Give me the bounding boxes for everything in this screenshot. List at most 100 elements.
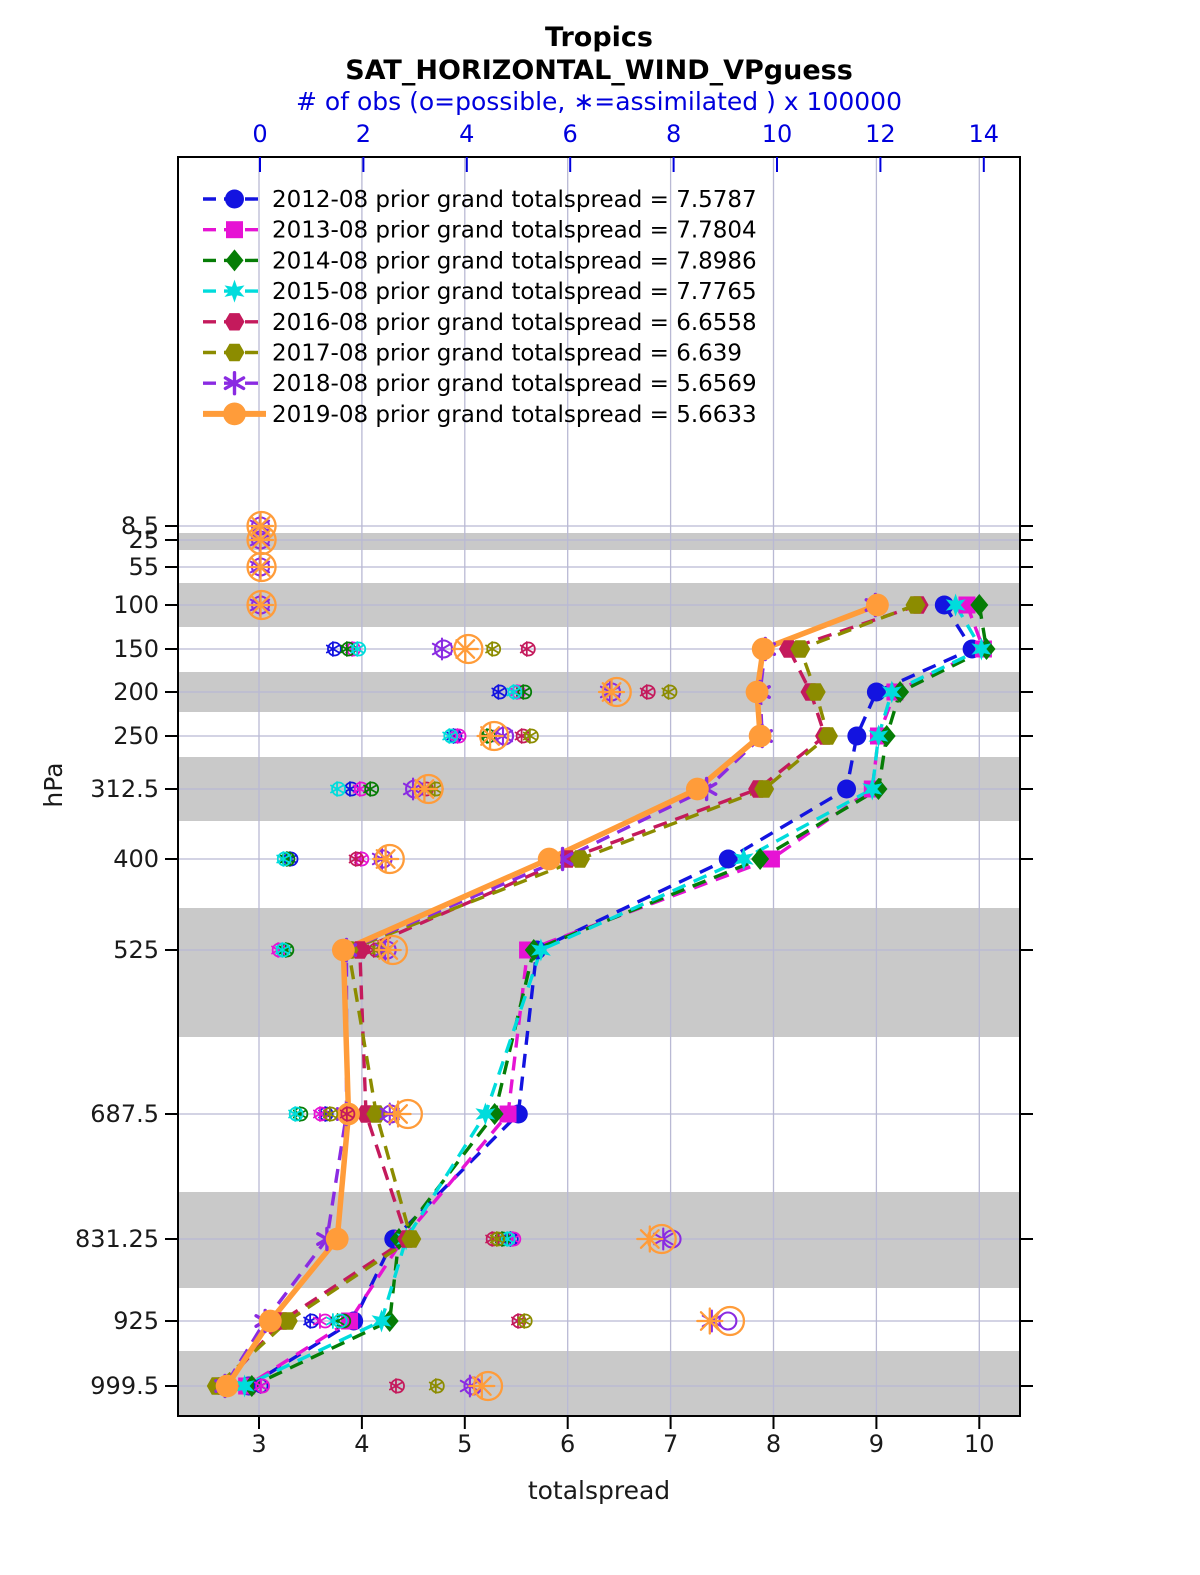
obs-assimilated-marker — [451, 635, 479, 663]
legend-entry-2013-08: 2013-08 prior grand totalspread = 7.7804 — [203, 218, 757, 244]
bottom-tick-label: 10 — [964, 1430, 995, 1458]
bottom-tick-label: 4 — [354, 1430, 369, 1458]
obs-assimilated-marker — [246, 553, 275, 581]
asterisk-spoke — [389, 1381, 403, 1391]
obs-assimilated-marker — [322, 1106, 337, 1122]
obs-possible-marker — [340, 1106, 356, 1122]
asterisk-spoke — [325, 644, 340, 654]
obs-possible-marker — [275, 942, 291, 958]
asterisk-spoke — [363, 784, 378, 794]
data-point-marker — [685, 777, 709, 801]
obs-assimilated-marker — [352, 781, 367, 797]
obs-assimilated-marker — [489, 1231, 504, 1247]
legend-label: 2019-08 prior grand totalspread = 5.6633 — [272, 402, 757, 428]
asterisk-spoke — [442, 731, 457, 741]
data-point-marker — [277, 1312, 298, 1330]
obs-assimilated-marker — [246, 526, 275, 554]
asterisk-spoke — [471, 1376, 492, 1396]
highlight-band — [178, 533, 1020, 550]
asterisk-spoke — [378, 940, 399, 960]
data-point-marker — [499, 1105, 517, 1123]
obs-assimilated-marker — [636, 1225, 664, 1253]
obs-assimilated-marker — [371, 845, 400, 873]
asterisk-spoke — [322, 1109, 337, 1119]
data-point-marker — [226, 221, 243, 239]
data-point-marker — [325, 1227, 349, 1251]
top-tick-label: 10 — [762, 120, 793, 148]
obs-possible-marker — [351, 641, 367, 657]
left-tick-label: 250 — [113, 722, 159, 750]
obs-possible-marker — [288, 1106, 304, 1122]
top-tick-label: 12 — [865, 120, 896, 148]
obs-assimilated-marker — [389, 1378, 403, 1394]
data-point-marker — [380, 1310, 399, 1332]
series-markers-2019-08 — [215, 593, 889, 1398]
obs-assimilated-marker — [313, 1313, 327, 1329]
obs-assimilated-marker — [254, 1378, 268, 1394]
obs-possible-marker — [485, 1231, 501, 1247]
left-tick-label: 525 — [113, 936, 159, 964]
asterisk-spoke — [339, 644, 354, 654]
legend-label: 2017-08 prior grand totalspread = 6.639 — [272, 341, 742, 367]
data-point-marker — [818, 727, 838, 745]
obs-possible-marker — [486, 641, 502, 657]
obs-assimilated-marker — [275, 942, 290, 958]
asterisk-spoke — [375, 849, 396, 869]
obs-assimilated-marker — [325, 1313, 340, 1329]
highlight-band — [178, 908, 1020, 1037]
chart-subtitle: SAT_HORIZONTAL_WIND_VPguess — [345, 55, 853, 86]
asterisk-spoke — [639, 1229, 660, 1249]
obs-possible-marker — [451, 728, 467, 744]
obs-possible-marker — [313, 1106, 329, 1122]
data-point-marker — [234, 1374, 255, 1398]
obs-assimilated-marker — [639, 684, 654, 700]
data-point-marker — [971, 637, 992, 661]
asterisk-spoke — [414, 779, 435, 799]
left-tick-label: 8.5 — [121, 512, 159, 540]
frame-rect — [177, 156, 1021, 1417]
obs-possible-marker — [662, 684, 678, 700]
left-tick-label: 999.5 — [90, 1372, 159, 1400]
legend-entry-2014-08: 2014-08 prior grand totalspread = 7.8986 — [203, 248, 757, 274]
plot-frame — [177, 156, 1021, 1417]
left-tick-label: 400 — [113, 845, 159, 873]
obs-assimilated-marker — [374, 936, 402, 964]
data-point-marker — [945, 593, 966, 617]
bottom-tick-label: 8 — [766, 1430, 781, 1458]
legend-entry-2019-08: 2019-08 prior grand totalspread = 5.6633 — [203, 402, 757, 428]
asterisk-spoke — [517, 1316, 532, 1326]
obs-assimilated-marker — [476, 722, 504, 750]
obs-possible-marker — [331, 781, 346, 797]
obs-markers — [246, 510, 746, 1402]
asterisk-spoke — [480, 726, 501, 746]
obs-assimilated-marker — [325, 641, 340, 657]
asterisk-spoke — [485, 644, 500, 654]
obs-assimilated-marker — [339, 1106, 354, 1122]
legend-label: 2015-08 prior grand totalspread = 7.7765 — [272, 279, 757, 305]
data-point-marker — [258, 1309, 282, 1333]
asterisk-spoke — [431, 642, 453, 656]
left-tick-label: 687.5 — [90, 1100, 159, 1128]
asterisk-spoke — [699, 1311, 720, 1331]
data-point-marker — [733, 847, 754, 871]
obs-possible-marker — [276, 851, 292, 867]
obs-possible-marker — [341, 641, 356, 657]
obs-possible-marker — [443, 728, 459, 744]
data-point-marker — [225, 189, 244, 209]
legend-entry-2012-08: 2012-08 prior grand totalspread = 7.5787 — [203, 187, 757, 213]
data-point-marker — [790, 640, 811, 658]
asterisk-spoke — [352, 784, 367, 794]
data-point-marker — [223, 402, 246, 426]
data-point-marker — [371, 1309, 392, 1333]
asterisk-spoke — [489, 1234, 504, 1244]
asterisk-spoke — [325, 1316, 340, 1326]
obs-possible-marker — [492, 684, 508, 700]
obs-assimilated-marker — [348, 851, 363, 867]
data-point-marker — [745, 680, 769, 704]
asterisk-spoke — [223, 376, 246, 391]
data-point-marker — [718, 849, 738, 869]
left-tick-label: 925 — [113, 1307, 159, 1335]
asterisk-spoke — [428, 1381, 443, 1391]
data-point-marker — [225, 249, 244, 272]
